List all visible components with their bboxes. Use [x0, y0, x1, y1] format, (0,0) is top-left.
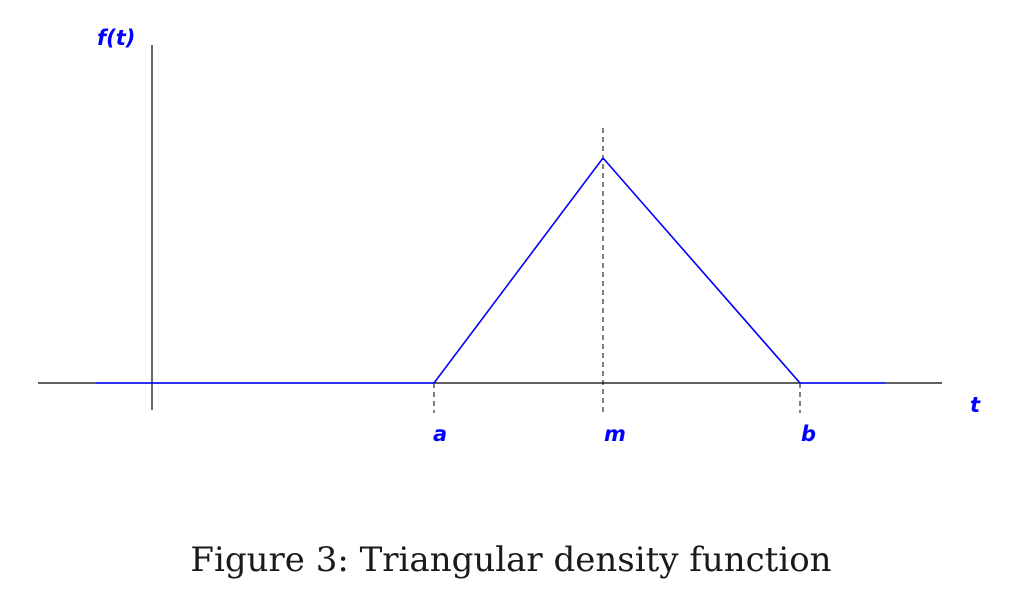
- y-axis-label: f(t): [97, 26, 135, 50]
- tick-label-b: b: [801, 422, 816, 446]
- figure-caption: Figure 3: Triangular density function: [190, 540, 832, 580]
- density-series-line: [96, 156, 885, 384]
- x-axis-label: t: [970, 393, 981, 417]
- tick-label-a: a: [433, 422, 447, 446]
- tick-label-m: m: [604, 422, 626, 446]
- triangular-density-chart: f(t) t a m b: [38, 26, 981, 446]
